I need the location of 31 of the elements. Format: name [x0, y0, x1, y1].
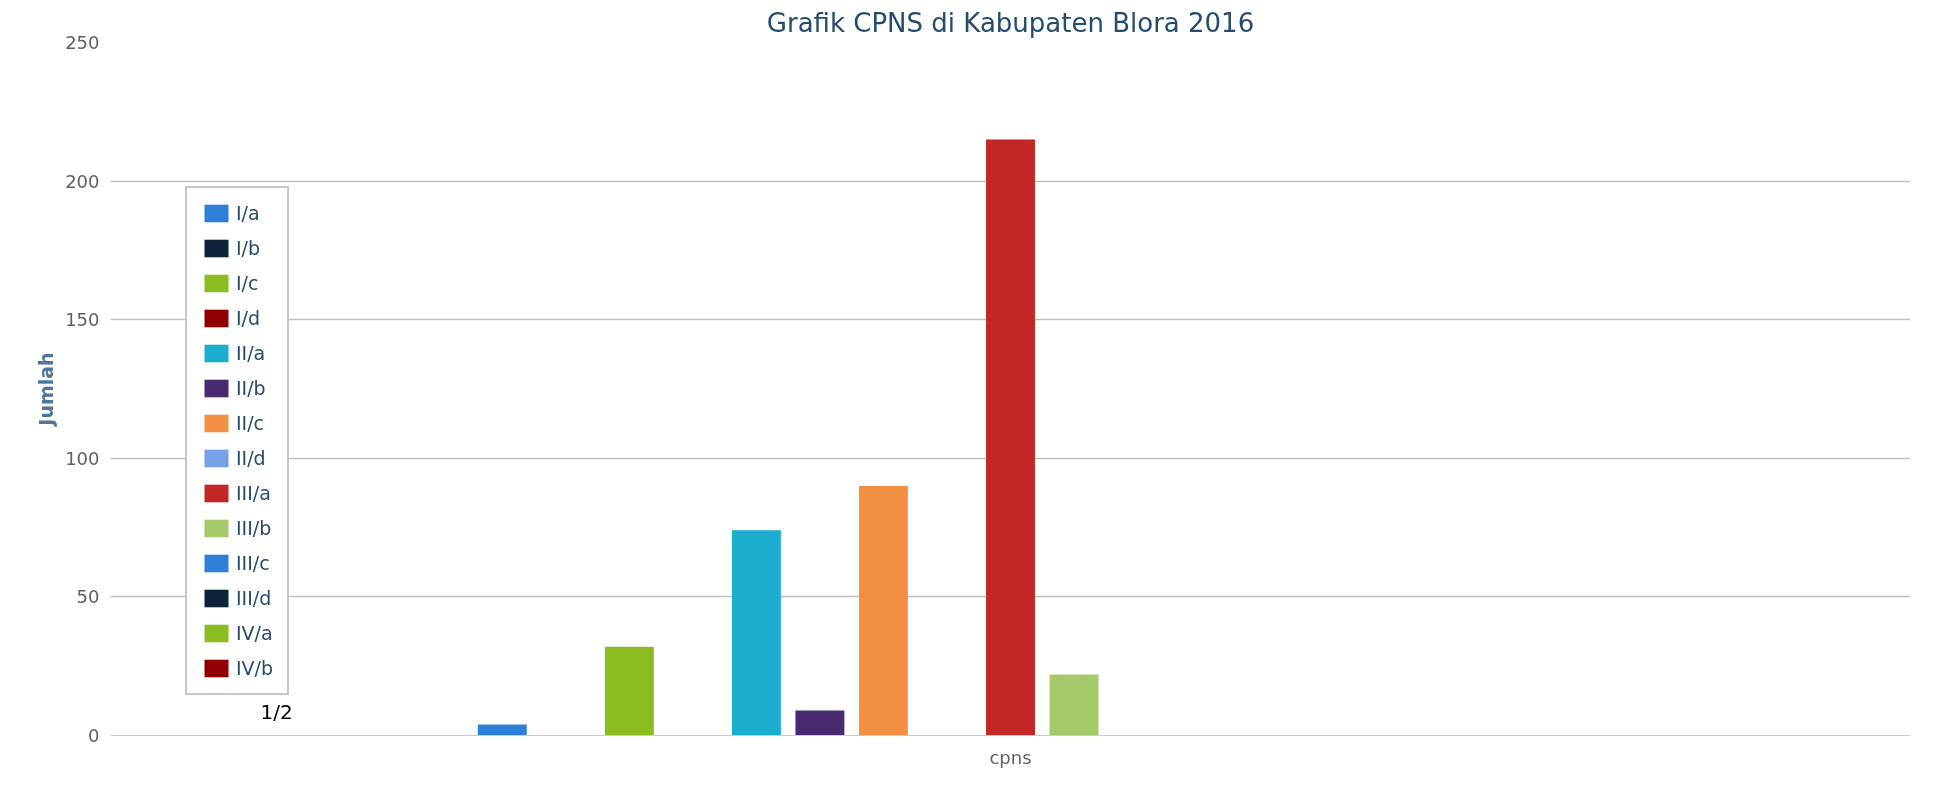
bar: [986, 139, 1035, 736]
bar: [795, 710, 845, 736]
legend-label: II/a: [236, 342, 266, 364]
chart-title: Grafik CPNS di Kabupaten Blora 2016: [766, 7, 1255, 38]
legend-label: I/a: [236, 202, 260, 224]
bar: [1049, 674, 1099, 736]
legend-label: IV/a: [236, 622, 273, 644]
legend-label: II/b: [236, 377, 266, 399]
legend-label: III/c: [236, 552, 270, 574]
y-axis-title: Jumlah: [35, 352, 58, 428]
y-tick-label: 250: [65, 32, 100, 53]
y-tick-label: 200: [65, 170, 100, 192]
legend-label: I/c: [236, 272, 259, 294]
annotation: 1/2: [260, 699, 293, 724]
x-tick-label: cpns: [989, 746, 1032, 768]
legend-label: III/d: [236, 587, 272, 609]
y-tick-label: 150: [65, 309, 100, 331]
legend-label: III/a: [236, 482, 271, 504]
legend-label: II/c: [236, 412, 265, 434]
legend-label: II/d: [236, 447, 266, 469]
legend-label: IV/b: [236, 657, 274, 679]
bar: [858, 486, 908, 736]
bar: [731, 530, 781, 736]
legend-label: I/b: [236, 237, 261, 259]
bar: [604, 646, 654, 736]
y-tick-label: 100: [65, 447, 100, 469]
y-tick-label: 0: [88, 725, 100, 746]
y-tick-label: 50: [76, 586, 100, 608]
legend-label: I/d: [236, 307, 261, 329]
legend-label: III/b: [236, 517, 272, 539]
bar: [477, 724, 527, 736]
